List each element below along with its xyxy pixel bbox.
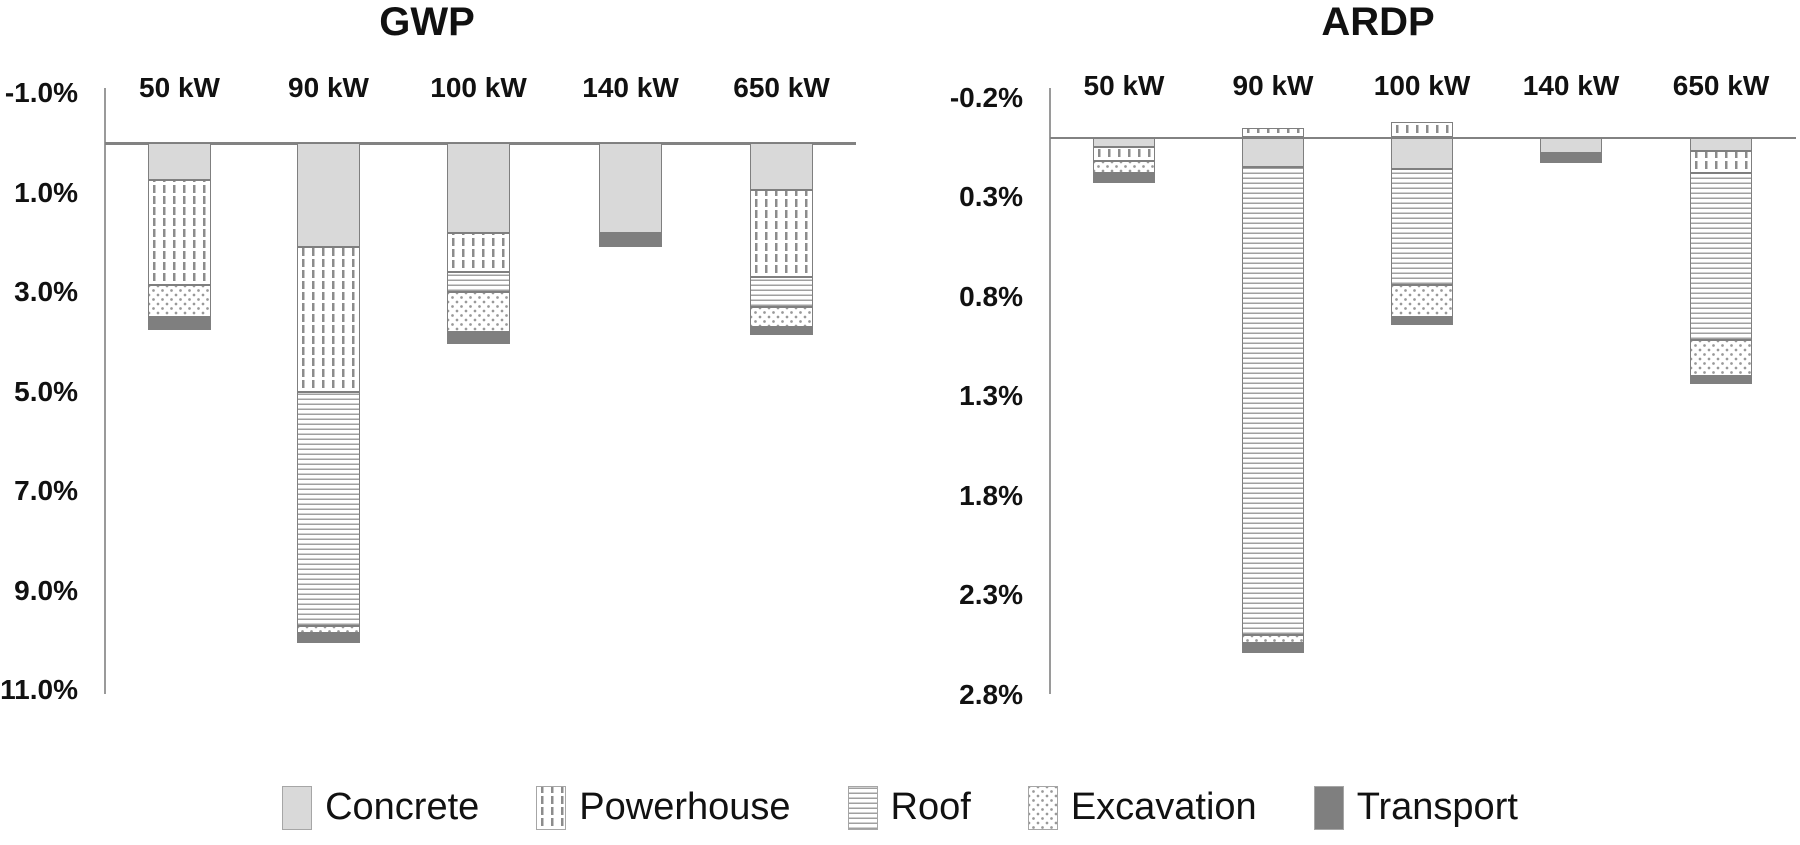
chart-title-gwp: GWP bbox=[379, 0, 475, 44]
bar-segment-powerhouse-50-kw-gwp bbox=[148, 180, 211, 285]
bar-segment-concrete-140-kw-gwp bbox=[599, 143, 662, 233]
excavation-legend-swatch-icon bbox=[1027, 785, 1058, 830]
y-tick-label-gwp: 9.0% bbox=[14, 574, 78, 606]
bar-segment-roof-90-kw-gwp bbox=[297, 391, 360, 626]
y-tick-label-gwp: 3.0% bbox=[14, 276, 78, 308]
bar-segment-concrete-100-kw-ardp bbox=[1391, 137, 1453, 170]
bar-segment-transport-50-kw-gwp bbox=[148, 317, 211, 330]
category-label-100-kw-gwp: 100 kW bbox=[430, 72, 527, 103]
bar-segment-powerhouse-90-kw-ardp bbox=[1242, 127, 1304, 138]
legend: Concrete Powerhouse Roof Excavation Transpor… bbox=[0, 770, 1800, 845]
category-label-50-kw-ardp: 50 kW bbox=[1083, 70, 1165, 101]
bar-segment-powerhouse-650-kw-ardp bbox=[1690, 151, 1752, 174]
bar-segment-transport-140-kw-gwp bbox=[599, 232, 662, 248]
bar-segment-powerhouse-90-kw-gwp bbox=[297, 247, 360, 392]
bar-segment-powerhouse-100-kw-ardp bbox=[1391, 121, 1453, 138]
bar-segment-concrete-100-kw-gwp bbox=[447, 143, 510, 233]
y-tick-label-ardp: 0.3% bbox=[959, 181, 1023, 213]
y-axis-line-gwp bbox=[104, 88, 106, 694]
category-label-140-kw-ardp: 140 kW bbox=[1522, 70, 1620, 101]
bar-segment-concrete-650-kw-gwp bbox=[750, 143, 813, 191]
y-tick-label-gwp: 1.0% bbox=[14, 176, 78, 208]
legend-item-powerhouse: Powerhouse bbox=[536, 785, 791, 830]
bar-segment-transport-100-kw-ardp bbox=[1391, 316, 1453, 325]
bar-segment-roof-650-kw-gwp bbox=[750, 277, 813, 308]
bar-segment-concrete-90-kw-gwp bbox=[297, 143, 360, 248]
bar-segment-excavation-650-kw-ardp bbox=[1690, 340, 1752, 377]
legend-label-powerhouse: Powerhouse bbox=[579, 786, 791, 828]
bar-segment-excavation-650-kw-gwp bbox=[750, 307, 813, 328]
bar-segment-roof-90-kw-ardp bbox=[1242, 167, 1304, 635]
bar-segment-roof-650-kw-ardp bbox=[1690, 173, 1752, 341]
y-tick-label-ardp: 2.8% bbox=[959, 678, 1023, 710]
bar-segment-concrete-90-kw-ardp bbox=[1242, 137, 1304, 168]
category-label-90-kw-gwp: 90 kW bbox=[288, 72, 369, 103]
y-tick-label-gwp: 7.0% bbox=[14, 475, 78, 507]
bar-segment-transport-90-kw-ardp bbox=[1242, 642, 1304, 653]
bar-segment-transport-100-kw-gwp bbox=[447, 332, 510, 345]
category-label-50-kw-gwp: 50 kW bbox=[139, 72, 220, 103]
y-tick-label-ardp: -0.2% bbox=[949, 81, 1023, 113]
concrete-legend-swatch-icon bbox=[282, 785, 313, 830]
legend-label-excavation: Excavation bbox=[1070, 786, 1257, 828]
bar-segment-transport-50-kw-ardp bbox=[1093, 173, 1155, 184]
category-label-100-kw-ardp: 100 kW bbox=[1373, 70, 1471, 101]
y-tick-label-ardp: 1.8% bbox=[959, 479, 1023, 511]
bar-segment-excavation-90-kw-gwp bbox=[297, 625, 360, 634]
legend-label-transport: Transport bbox=[1356, 786, 1518, 828]
bar-segment-powerhouse-50-kw-ardp bbox=[1093, 147, 1155, 162]
chart-title-ardp: ARDP bbox=[1321, 0, 1435, 44]
legend-item-transport: Transport bbox=[1313, 785, 1518, 830]
bar-segment-excavation-90-kw-ardp bbox=[1242, 635, 1304, 643]
y-tick-label-gwp: 11.0% bbox=[0, 674, 78, 706]
category-label-650-kw-ardp: 650 kW bbox=[1672, 70, 1770, 101]
y-axis-line-ardp bbox=[1049, 88, 1051, 694]
legend-item-concrete: Concrete bbox=[282, 785, 480, 830]
bar-segment-transport-650-kw-ardp bbox=[1690, 376, 1752, 385]
y-tick-label-ardp: 1.3% bbox=[959, 380, 1023, 412]
bar-segment-excavation-100-kw-gwp bbox=[447, 292, 510, 333]
bar-segment-excavation-100-kw-ardp bbox=[1391, 284, 1453, 317]
bar-segment-transport-90-kw-gwp bbox=[297, 633, 360, 643]
legend-item-roof: Roof bbox=[847, 785, 971, 830]
bar-segment-concrete-50-kw-ardp bbox=[1093, 137, 1155, 148]
category-label-140-kw-gwp: 140 kW bbox=[582, 72, 679, 103]
bar-segment-transport-650-kw-gwp bbox=[750, 327, 813, 335]
y-tick-label-gwp: 5.0% bbox=[14, 375, 78, 407]
transport-legend-swatch-icon bbox=[1313, 785, 1344, 830]
bar-segment-powerhouse-100-kw-gwp bbox=[447, 232, 510, 273]
bar-segment-concrete-140-kw-ardp bbox=[1540, 137, 1602, 154]
y-tick-label-gwp: -1.0% bbox=[4, 77, 78, 109]
y-tick-label-ardp: 0.8% bbox=[959, 280, 1023, 312]
y-tick-label-ardp: 2.3% bbox=[959, 579, 1023, 611]
category-label-650-kw-gwp: 650 kW bbox=[733, 72, 830, 103]
bar-segment-powerhouse-650-kw-gwp bbox=[750, 190, 813, 278]
bar-segment-concrete-650-kw-ardp bbox=[1690, 137, 1752, 152]
bar-segment-excavation-50-kw-ardp bbox=[1093, 161, 1155, 174]
bar-segment-concrete-50-kw-gwp bbox=[148, 143, 211, 181]
bar-segment-transport-140-kw-ardp bbox=[1540, 153, 1602, 164]
bar-segment-excavation-50-kw-gwp bbox=[148, 284, 211, 318]
category-label-90-kw-ardp: 90 kW bbox=[1232, 70, 1314, 101]
legend-item-excavation: Excavation bbox=[1027, 785, 1257, 830]
legend-label-roof: Roof bbox=[890, 786, 971, 828]
legend-label-concrete: Concrete bbox=[325, 786, 480, 828]
bar-segment-roof-100-kw-ardp bbox=[1391, 169, 1453, 285]
bar-segment-roof-100-kw-gwp bbox=[447, 272, 510, 293]
roof-legend-swatch-icon bbox=[847, 785, 878, 830]
powerhouse-legend-swatch-icon bbox=[536, 785, 567, 830]
